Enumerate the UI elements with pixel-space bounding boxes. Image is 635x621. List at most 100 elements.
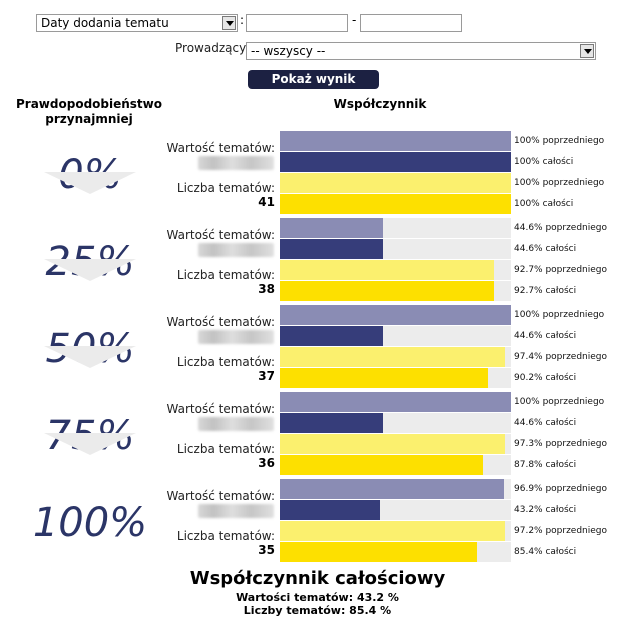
redacted-value xyxy=(198,504,274,518)
date-from-input[interactable] xyxy=(246,14,348,32)
date-colon: : xyxy=(240,13,245,27)
topic-count: 38 xyxy=(258,282,275,296)
bar-fill xyxy=(280,455,483,475)
bar-annotation: 100% poprzedniego xyxy=(514,178,605,188)
redacted-value xyxy=(198,156,274,170)
chevron-down-icon[interactable] xyxy=(580,44,594,58)
bar-fill xyxy=(280,152,511,172)
bar-fill xyxy=(280,218,383,238)
bar-track xyxy=(280,173,511,193)
bar-track xyxy=(280,368,511,388)
bar-track xyxy=(280,500,511,520)
probability-percent: 100% xyxy=(32,500,148,546)
bar-annotation: 96.9% poprzedniego xyxy=(514,484,608,494)
coefficient-header: Współczynnik xyxy=(333,97,427,111)
bar-fill xyxy=(280,173,511,193)
redacted-value xyxy=(198,417,274,431)
bar-track xyxy=(280,260,511,280)
bar-annotation: 92.7% całości xyxy=(514,286,577,296)
bar-fill xyxy=(280,281,494,301)
bar-track xyxy=(280,218,511,238)
count-label: Liczba tematów: xyxy=(176,268,275,282)
chevron-down-icon xyxy=(44,259,136,281)
bar-fill xyxy=(280,521,505,541)
value-label: Wartość tematów: xyxy=(166,141,275,155)
bar-annotation: 100% poprzedniego xyxy=(514,136,605,146)
bar-fill xyxy=(280,347,505,367)
bar-annotation: 100% całości xyxy=(514,157,574,167)
bar-annotation: 97.3% poprzedniego xyxy=(514,439,608,449)
bar-fill xyxy=(280,194,511,214)
bar-annotation: 92.7% poprzedniego xyxy=(514,265,608,275)
topic-count: 37 xyxy=(258,369,275,383)
bar-track xyxy=(280,392,511,412)
show-result-button[interactable]: Pokaż wynik xyxy=(248,70,379,89)
bar-annotation: 85.4% całości xyxy=(514,547,577,557)
bar-annotation: 97.4% poprzedniego xyxy=(514,352,608,362)
chevron-down-icon xyxy=(44,346,136,368)
value-label: Wartość tematów: xyxy=(166,228,275,242)
leader-select-value: -- wszyscy -- xyxy=(251,44,326,58)
bar-annotation: 90.2% całości xyxy=(514,373,577,383)
chevron-down-icon[interactable] xyxy=(222,16,236,30)
bar-fill xyxy=(280,500,380,520)
leader-select[interactable]: -- wszyscy -- xyxy=(246,42,596,60)
date-dash: - xyxy=(352,13,357,27)
chevron-down-icon xyxy=(44,433,136,455)
bar-track xyxy=(280,194,511,214)
bar-annotation: 100% całości xyxy=(514,199,574,209)
date-type-select[interactable]: Daty dodania tematu xyxy=(36,14,238,32)
chevron-down-icon xyxy=(44,172,136,194)
bar-fill xyxy=(280,131,511,151)
value-label: Wartość tematów: xyxy=(166,315,275,329)
bar-fill xyxy=(280,326,383,346)
probability-header: Prawdopodobieństwo przynajmniej xyxy=(16,97,162,126)
bar-track xyxy=(280,542,511,562)
bar-fill xyxy=(280,305,511,325)
topic-count: 41 xyxy=(258,195,275,209)
bar-annotation: 100% poprzedniego xyxy=(514,397,605,407)
bar-track xyxy=(280,239,511,259)
overall-value-line: Wartości tematów: 43.2 % xyxy=(236,591,399,604)
bar-track xyxy=(280,281,511,301)
bar-track xyxy=(280,479,511,499)
count-label: Liczba tematów: xyxy=(176,529,275,543)
bar-track xyxy=(280,347,511,367)
bar-fill xyxy=(280,368,488,388)
bar-fill xyxy=(280,392,511,412)
bar-annotation: 44.6% całości xyxy=(514,244,577,254)
bar-annotation: 100% poprzedniego xyxy=(514,310,605,320)
bar-annotation: 44.6% poprzedniego xyxy=(514,223,608,233)
topic-count: 36 xyxy=(258,456,275,470)
redacted-value xyxy=(198,243,274,257)
bar-track xyxy=(280,413,511,433)
bar-fill xyxy=(280,260,494,280)
bar-track xyxy=(280,131,511,151)
bar-annotation: 44.6% całości xyxy=(514,418,577,428)
value-label: Wartość tematów: xyxy=(166,402,275,416)
bar-track xyxy=(280,305,511,325)
bar-track xyxy=(280,326,511,346)
bar-annotation: 43.2% całości xyxy=(514,505,577,515)
bar-track xyxy=(280,434,511,454)
bar-track xyxy=(280,152,511,172)
bar-fill xyxy=(280,239,383,259)
topic-count: 35 xyxy=(258,543,275,557)
bar-fill xyxy=(280,434,505,454)
leader-label: Prowadzący: xyxy=(175,41,250,55)
bar-fill xyxy=(280,542,477,562)
bar-track xyxy=(280,521,511,541)
count-label: Liczba tematów: xyxy=(176,181,275,195)
bar-annotation: 44.6% całości xyxy=(514,331,577,341)
bar-fill xyxy=(280,413,383,433)
date-type-select-value: Daty dodania tematu xyxy=(41,16,169,30)
bar-annotation: 87.8% całości xyxy=(514,460,577,470)
overall-count-line: Liczby tematów: 85.4 % xyxy=(243,604,392,617)
bar-track xyxy=(280,455,511,475)
count-label: Liczba tematów: xyxy=(176,442,275,456)
date-to-input[interactable] xyxy=(360,14,462,32)
overall-title: Współczynnik całościowy xyxy=(189,568,446,589)
bar-fill xyxy=(280,479,504,499)
redacted-value xyxy=(198,330,274,344)
value-label: Wartość tematów: xyxy=(166,489,275,503)
